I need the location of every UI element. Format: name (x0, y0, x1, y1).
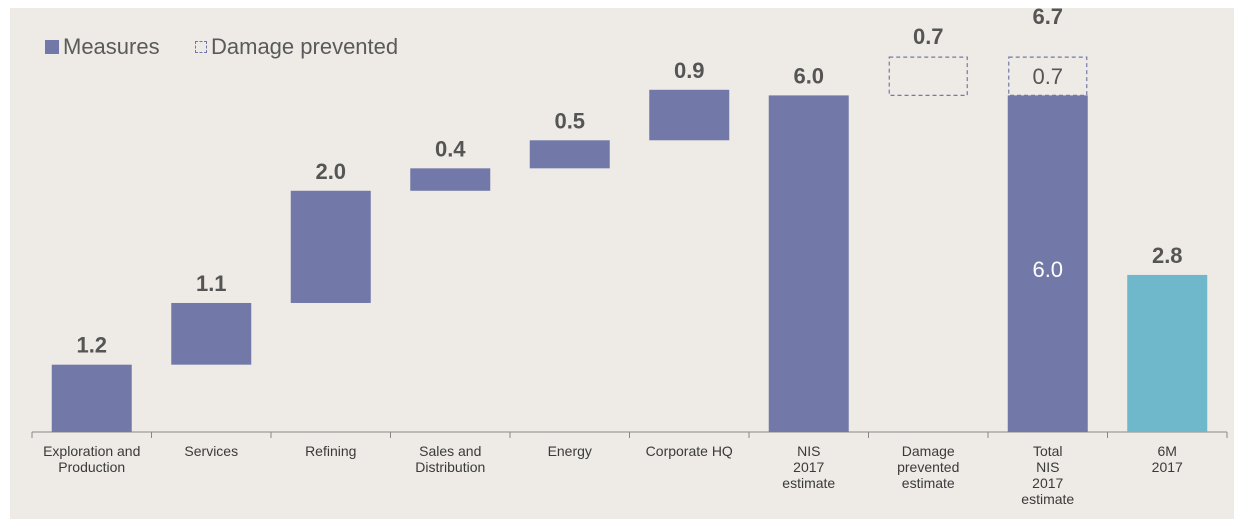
x-tick-label: Refining (305, 443, 356, 459)
bar-value-label: 0.4 (435, 136, 466, 161)
x-tick-label: 2017 (1152, 459, 1183, 475)
x-tick-label: estimate (782, 475, 835, 491)
x-tick-label: NIS (797, 443, 820, 459)
bar (171, 302, 252, 365)
bar-value-label: 0.7 (913, 24, 944, 49)
x-tick-label: NIS (1036, 459, 1059, 475)
bar (290, 190, 371, 303)
bar-segment (1007, 95, 1088, 433)
legend-damage-swatch (195, 41, 207, 53)
x-tick-label: Total (1033, 443, 1063, 459)
legend-damage-label: Damage prevented (211, 34, 399, 59)
bar-value-label: 6.0 (793, 63, 824, 88)
damage-segment (1008, 56, 1088, 97)
x-tick-label: Production (58, 459, 125, 475)
x-tick-label: Corporate HQ (646, 443, 733, 459)
x-tick-label: Energy (548, 443, 592, 459)
segment-label: 6.0 (1032, 257, 1063, 282)
x-tick-label: estimate (902, 475, 955, 491)
bar-value-label: 2.8 (1152, 243, 1183, 268)
bar (529, 140, 610, 169)
x-tick-label: Distribution (415, 459, 485, 475)
x-tick-label: 2017 (1032, 475, 1063, 491)
x-tick-label: 2017 (793, 459, 824, 475)
bar-value-label: 1.1 (196, 271, 227, 296)
x-tick-label: estimate (1021, 491, 1074, 507)
bar-value-label: 6.7 (1032, 4, 1063, 29)
bar (1127, 274, 1208, 432)
damage-bar (888, 56, 968, 97)
x-tick-label: 6M (1158, 443, 1177, 459)
bar (768, 95, 849, 433)
bar (649, 89, 730, 141)
x-tick-label: Sales and (419, 443, 481, 459)
bar (51, 364, 132, 432)
bar-value-label: 1.2 (76, 333, 107, 358)
legend-damage: Damage prevented (195, 32, 398, 62)
legend-measures-swatch (45, 40, 59, 54)
segment-label: 0.7 (1032, 64, 1063, 89)
x-tick-label: prevented (897, 459, 959, 475)
bar (410, 168, 491, 191)
bar-value-label: 0.9 (674, 58, 705, 83)
x-tick-label: Exploration and (43, 443, 140, 459)
x-tick-label: Damage (902, 443, 955, 459)
bar-value-label: 2.0 (315, 159, 346, 184)
legend-measures: Measures (45, 32, 160, 62)
x-tick-label: Services (184, 443, 238, 459)
bar-value-label: 0.5 (554, 108, 585, 133)
legend-measures-label: Measures (63, 34, 160, 59)
